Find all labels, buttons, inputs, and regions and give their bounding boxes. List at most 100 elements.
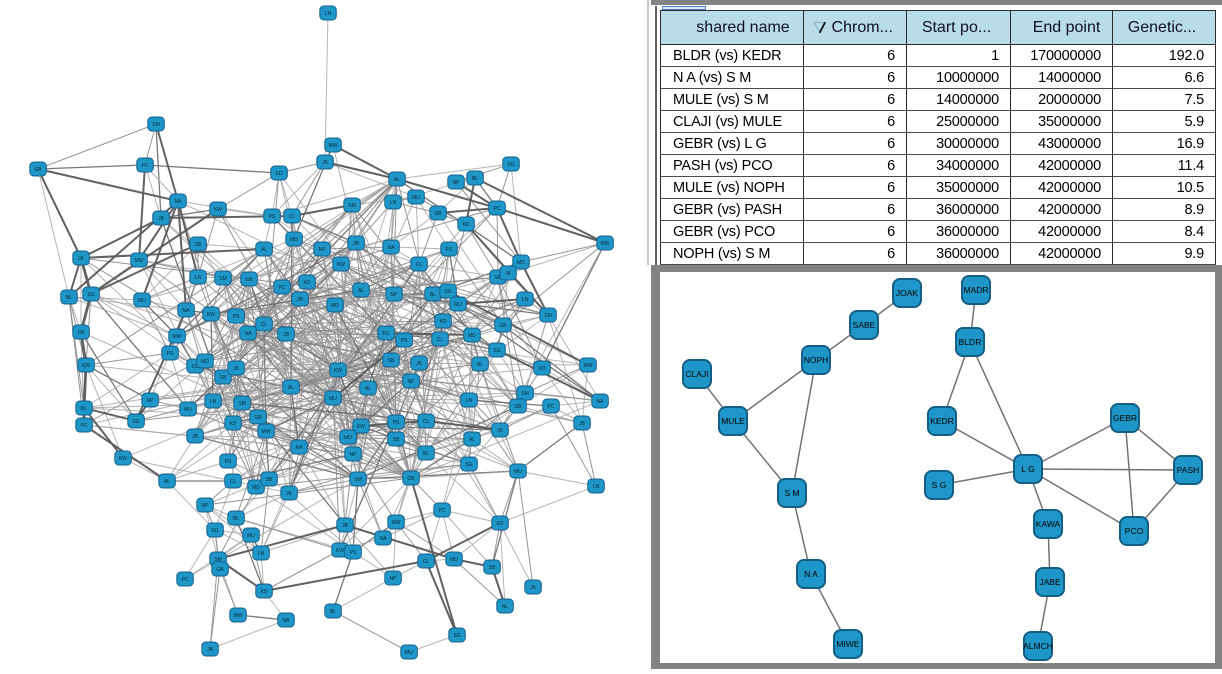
svg-text:CL: CL <box>192 364 199 370</box>
svg-text:AL: AL <box>261 247 267 253</box>
svg-text:GB: GB <box>245 277 253 283</box>
svg-text:SG: SG <box>453 633 460 639</box>
svg-text:MW: MW <box>392 520 401 526</box>
svg-text:NP: NP <box>147 398 155 404</box>
svg-text:MU: MU <box>247 533 255 539</box>
svg-text:LN: LN <box>390 200 397 206</box>
svg-text:MD: MD <box>252 485 260 491</box>
svg-text:MU: MU <box>514 469 522 475</box>
svg-text:MD: MD <box>344 435 352 441</box>
svg-text:AL: AL <box>365 386 371 392</box>
svg-text:LN: LN <box>593 484 600 490</box>
svg-text:CL: CL <box>423 559 430 565</box>
svg-text:KW: KW <box>119 456 127 462</box>
svg-text:SB: SB <box>266 477 273 483</box>
svg-text:SM: SM <box>238 401 246 407</box>
svg-text:PC: PC <box>383 331 390 337</box>
svg-text:KW: KW <box>82 363 90 369</box>
svg-text:SB: SB <box>495 275 502 281</box>
svg-text:SB: SB <box>489 565 496 571</box>
svg-text:BL: BL <box>423 451 429 457</box>
svg-text:MD: MD <box>290 237 298 243</box>
svg-text:NA: NA <box>296 445 304 451</box>
svg-text:SG: SG <box>465 462 472 468</box>
svg-text:AL: AL <box>502 604 508 610</box>
svg-text:NA: NA <box>597 399 605 405</box>
svg-text:BL: BL <box>472 176 478 182</box>
svg-text:LN: LN <box>522 297 529 303</box>
svg-text:MU: MU <box>454 302 462 308</box>
svg-text:JK: JK <box>233 366 240 372</box>
svg-text:SM: SM <box>348 203 356 209</box>
svg-text:NP: NP <box>453 180 461 186</box>
svg-text:BL: BL <box>66 295 72 301</box>
svg-text:MW: MW <box>584 363 593 369</box>
svg-text:NA: NA <box>183 308 191 314</box>
svg-text:BL: BL <box>81 406 87 412</box>
svg-text:PS: PS <box>233 314 240 320</box>
svg-text:ALMCH: ALMCH <box>1023 641 1053 651</box>
svg-text:NP: NP <box>319 247 327 253</box>
svg-text:SB: SB <box>220 375 227 381</box>
svg-text:MW: MW <box>601 241 610 247</box>
svg-text:MD: MD <box>201 359 209 365</box>
svg-text:PS: PS <box>167 351 174 357</box>
svg-text:SG: SG <box>493 348 500 354</box>
svg-text:KD: KD <box>261 589 268 595</box>
svg-text:JK: JK <box>505 271 512 277</box>
svg-text:KD: KD <box>463 222 470 228</box>
svg-text:SM: SM <box>152 122 160 128</box>
svg-text:SG: SG <box>211 528 218 534</box>
svg-text:SG: SG <box>132 419 139 425</box>
svg-text:KW: KW <box>337 262 345 268</box>
svg-text:SB: SB <box>78 330 85 336</box>
svg-text:NA: NA <box>283 618 291 624</box>
svg-text:MU: MU <box>138 298 146 304</box>
svg-text:PS: PS <box>350 550 357 556</box>
svg-text:BL: BL <box>477 362 483 368</box>
svg-text:KW: KW <box>207 312 215 318</box>
svg-text:PCO: PCO <box>1125 526 1144 536</box>
svg-text:JB: JB <box>579 421 586 427</box>
svg-text:NP: NP <box>202 503 210 509</box>
svg-text:SG: SG <box>444 289 451 295</box>
svg-text:PC: PC <box>279 285 286 291</box>
svg-text:GB: GB <box>514 404 522 410</box>
svg-text:AL: AL <box>164 479 170 485</box>
svg-text:GB: GB <box>34 167 42 173</box>
svg-text:MU: MU <box>184 407 192 413</box>
svg-text:LN: LN <box>325 11 332 17</box>
svg-text:JK: JK <box>322 160 329 166</box>
svg-text:KD: KD <box>276 171 283 177</box>
svg-text:SM: SM <box>354 477 362 483</box>
svg-text:AL: AL <box>358 288 364 294</box>
svg-text:PS: PS <box>269 214 276 220</box>
svg-text:NP: NP <box>350 452 358 458</box>
svg-text:MW: MW <box>234 613 243 619</box>
svg-text:PC: PC <box>81 423 88 429</box>
svg-text:MIWE: MIWE <box>836 639 859 649</box>
svg-text:NP: NP <box>390 576 398 582</box>
svg-text:MD: MD <box>517 260 525 266</box>
svg-text:CL: CL <box>230 479 237 485</box>
svg-text:JABE: JABE <box>1039 577 1061 587</box>
svg-text:SABE: SABE <box>853 320 876 330</box>
svg-text:MW: MW <box>329 143 338 149</box>
svg-text:GEBR: GEBR <box>1113 413 1137 423</box>
svg-text:MD: MD <box>331 303 339 309</box>
svg-text:SB: SB <box>388 358 395 364</box>
svg-text:SG: SG <box>87 292 94 298</box>
svg-text:NA: NA <box>175 199 183 205</box>
svg-text:AL: AL <box>288 385 294 391</box>
svg-text:SM: SM <box>544 313 552 319</box>
svg-text:GB: GB <box>216 567 224 573</box>
svg-text:NP: NP <box>391 292 399 298</box>
svg-text:LN: LN <box>210 399 217 405</box>
svg-text:NA: NA <box>388 245 396 251</box>
svg-text:S M: S M <box>784 488 799 498</box>
svg-text:MW: MW <box>135 258 144 264</box>
svg-text:LN: LN <box>258 551 265 557</box>
svg-text:CLAJI: CLAJI <box>685 369 708 379</box>
svg-text:LN: LN <box>195 275 202 281</box>
svg-text:KD: KD <box>497 521 504 527</box>
